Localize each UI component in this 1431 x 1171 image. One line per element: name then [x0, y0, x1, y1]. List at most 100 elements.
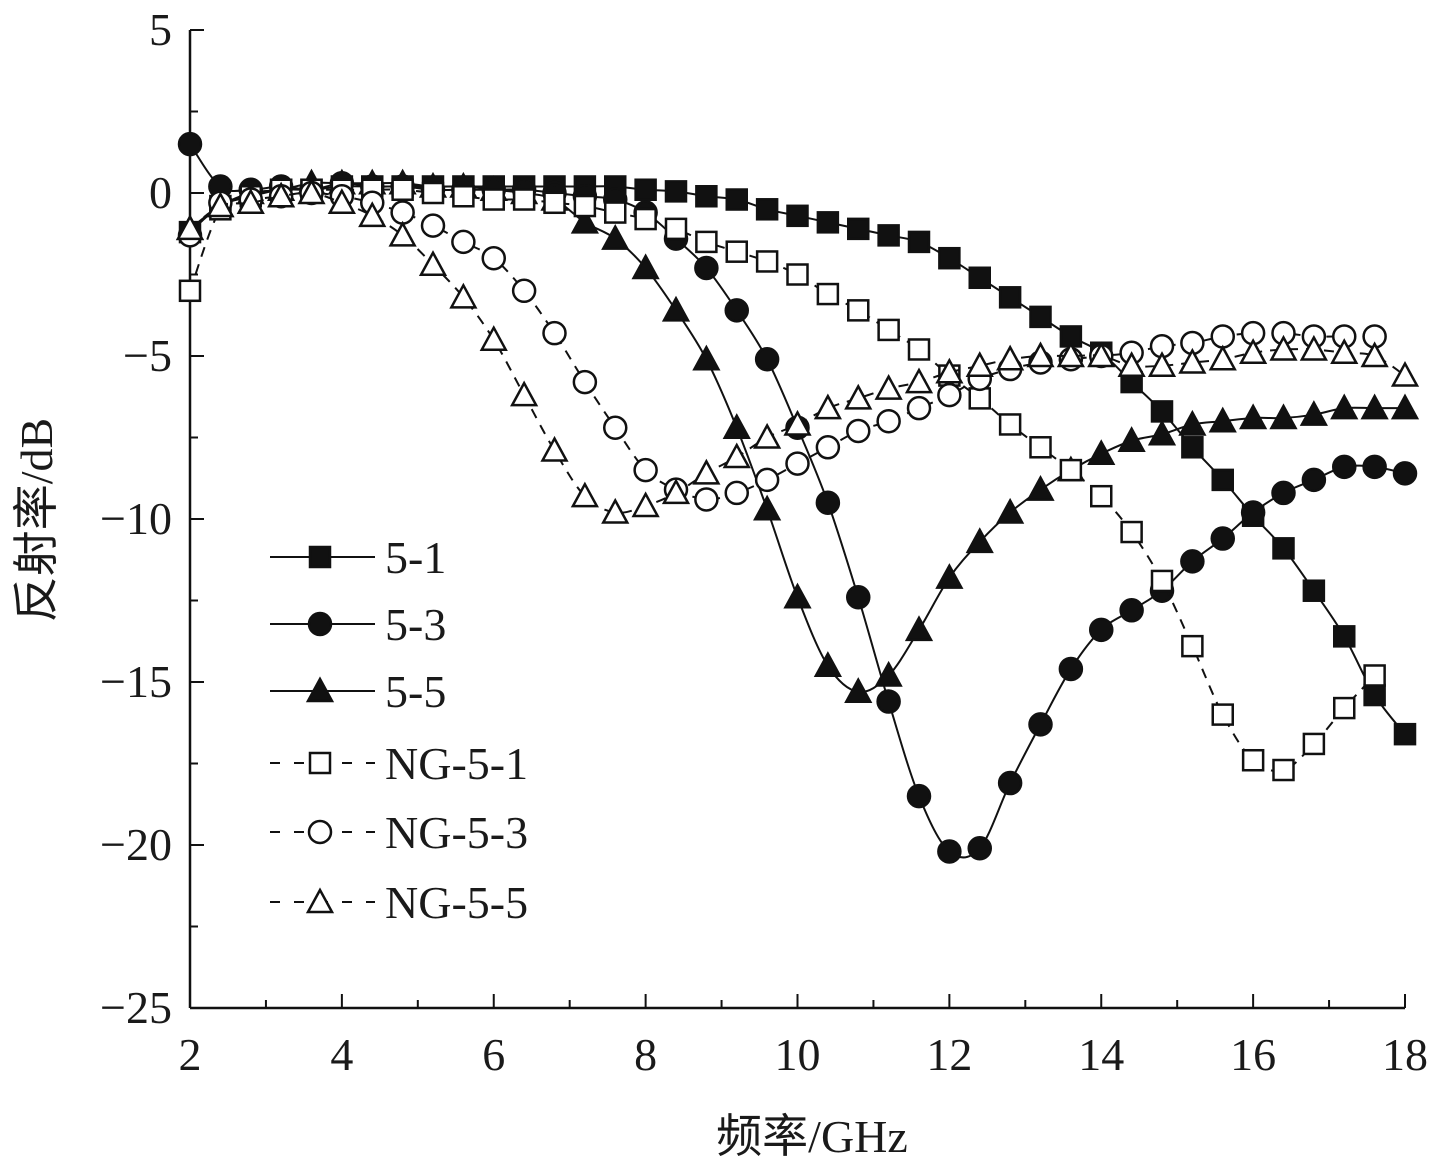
data-point-circle [694, 487, 719, 512]
data-point-circle [1210, 324, 1235, 349]
data-point-triangle [1208, 406, 1237, 433]
data-point-square [1029, 436, 1052, 459]
data-point-triangle [753, 422, 782, 449]
data-point-square [877, 318, 900, 342]
data-point-square [421, 181, 445, 205]
y-axis-title: 反射率/dB [11, 418, 62, 622]
data-point-triangle [1269, 403, 1298, 430]
data-point-circle [177, 131, 203, 157]
data-point-triangle [631, 491, 660, 518]
data-point-triangle [935, 563, 964, 589]
data-point-square [1120, 520, 1143, 544]
data-point-triangle [1056, 341, 1085, 368]
data-point-circle [511, 278, 537, 304]
series-line [189, 188, 1376, 772]
data-point-triangle [1390, 360, 1420, 387]
y-tick-label: −15 [100, 656, 172, 707]
data-point-square [1150, 569, 1174, 593]
data-point-circle [1058, 656, 1084, 682]
data-point-circle [1392, 461, 1418, 486]
data-point-triangle [996, 497, 1025, 524]
data-point-circle [876, 689, 901, 714]
data-point-square [482, 188, 505, 211]
legend-item: 5-5 [270, 666, 446, 717]
data-point-triangle [358, 201, 387, 228]
data-point-square [816, 211, 840, 234]
data-point-circle [785, 451, 810, 476]
data-point-square [634, 207, 657, 231]
data-point-square [1181, 634, 1204, 658]
x-tick-label: 16 [1230, 1029, 1276, 1080]
data-point-circle [1089, 617, 1114, 643]
data-point-circle [815, 490, 841, 515]
data-point-triangle [1299, 334, 1328, 361]
data-point-triangle [540, 435, 569, 462]
data-point-circle [1301, 467, 1327, 493]
x-tick-label: 14 [1078, 1029, 1124, 1080]
data-point-square [1029, 305, 1052, 329]
data-point-circle [481, 245, 506, 271]
data-point-square [847, 299, 870, 322]
data-point-square [664, 180, 688, 203]
data-point-triangle [327, 188, 356, 215]
data-point-circle [1028, 712, 1053, 737]
data-point-square [847, 217, 870, 241]
data-point-circle [967, 836, 992, 861]
data-point-triangle [1360, 341, 1389, 368]
data-point-circle [876, 408, 901, 434]
series-line [189, 191, 1406, 514]
data-point-circle [937, 839, 962, 864]
legend-marker-square [308, 545, 332, 569]
data-point-triangle [661, 478, 691, 505]
data-point-circle [542, 320, 567, 346]
data-point-circle [937, 382, 962, 408]
data-point-triangle [1208, 344, 1237, 371]
data-point-triangle [965, 527, 994, 554]
data-point-triangle [1087, 439, 1116, 466]
data-point-triangle [601, 224, 630, 250]
data-point-square [998, 286, 1022, 309]
data-point-triangle [874, 660, 903, 687]
legend-label: 5-5 [385, 666, 446, 717]
legend-label: NG-5-1 [385, 738, 528, 789]
y-tick-label: 0 [149, 167, 172, 218]
data-point-square [1211, 468, 1234, 492]
data-point-triangle [1299, 400, 1328, 426]
series-ng-5-5 [175, 178, 1420, 524]
data-point-triangle [722, 413, 751, 439]
data-point-triangle [722, 442, 751, 469]
data-point-square [877, 224, 900, 247]
data-point-triangle [844, 383, 873, 410]
data-point-square [968, 266, 991, 290]
data-point-triangle [1147, 351, 1177, 378]
data-point-square [634, 178, 657, 201]
data-point-square [968, 387, 991, 410]
data-point-triangle [1269, 334, 1298, 361]
data-point-triangle [1087, 341, 1116, 368]
data-point-square [178, 279, 202, 303]
data-point-square [512, 188, 536, 211]
data-point-triangle [813, 651, 842, 677]
legend-item: NG-5-1 [270, 738, 528, 789]
data-point-triangle [1390, 393, 1420, 420]
legend-label: NG-5-5 [385, 877, 528, 928]
legend-label: 5-3 [385, 599, 446, 650]
data-point-square [452, 185, 475, 208]
data-point-triangle [175, 214, 205, 241]
data-point-circle [846, 584, 871, 610]
data-point-square [1302, 579, 1326, 602]
series-group [175, 131, 1420, 864]
data-point-square [1181, 436, 1204, 459]
data-point-triangle [1360, 393, 1389, 420]
data-point-triangle [297, 178, 326, 205]
data-point-triangle [783, 582, 812, 609]
data-point-circle [1332, 454, 1357, 480]
y-tick-label: −25 [100, 982, 172, 1033]
data-point-triangle [692, 344, 721, 371]
data-point-triangle [267, 181, 296, 208]
x-tick-label: 2 [179, 1029, 202, 1080]
y-tick-label: −20 [100, 819, 172, 870]
x-tick-label: 18 [1382, 1029, 1428, 1080]
legend-label: 5-1 [385, 532, 446, 583]
